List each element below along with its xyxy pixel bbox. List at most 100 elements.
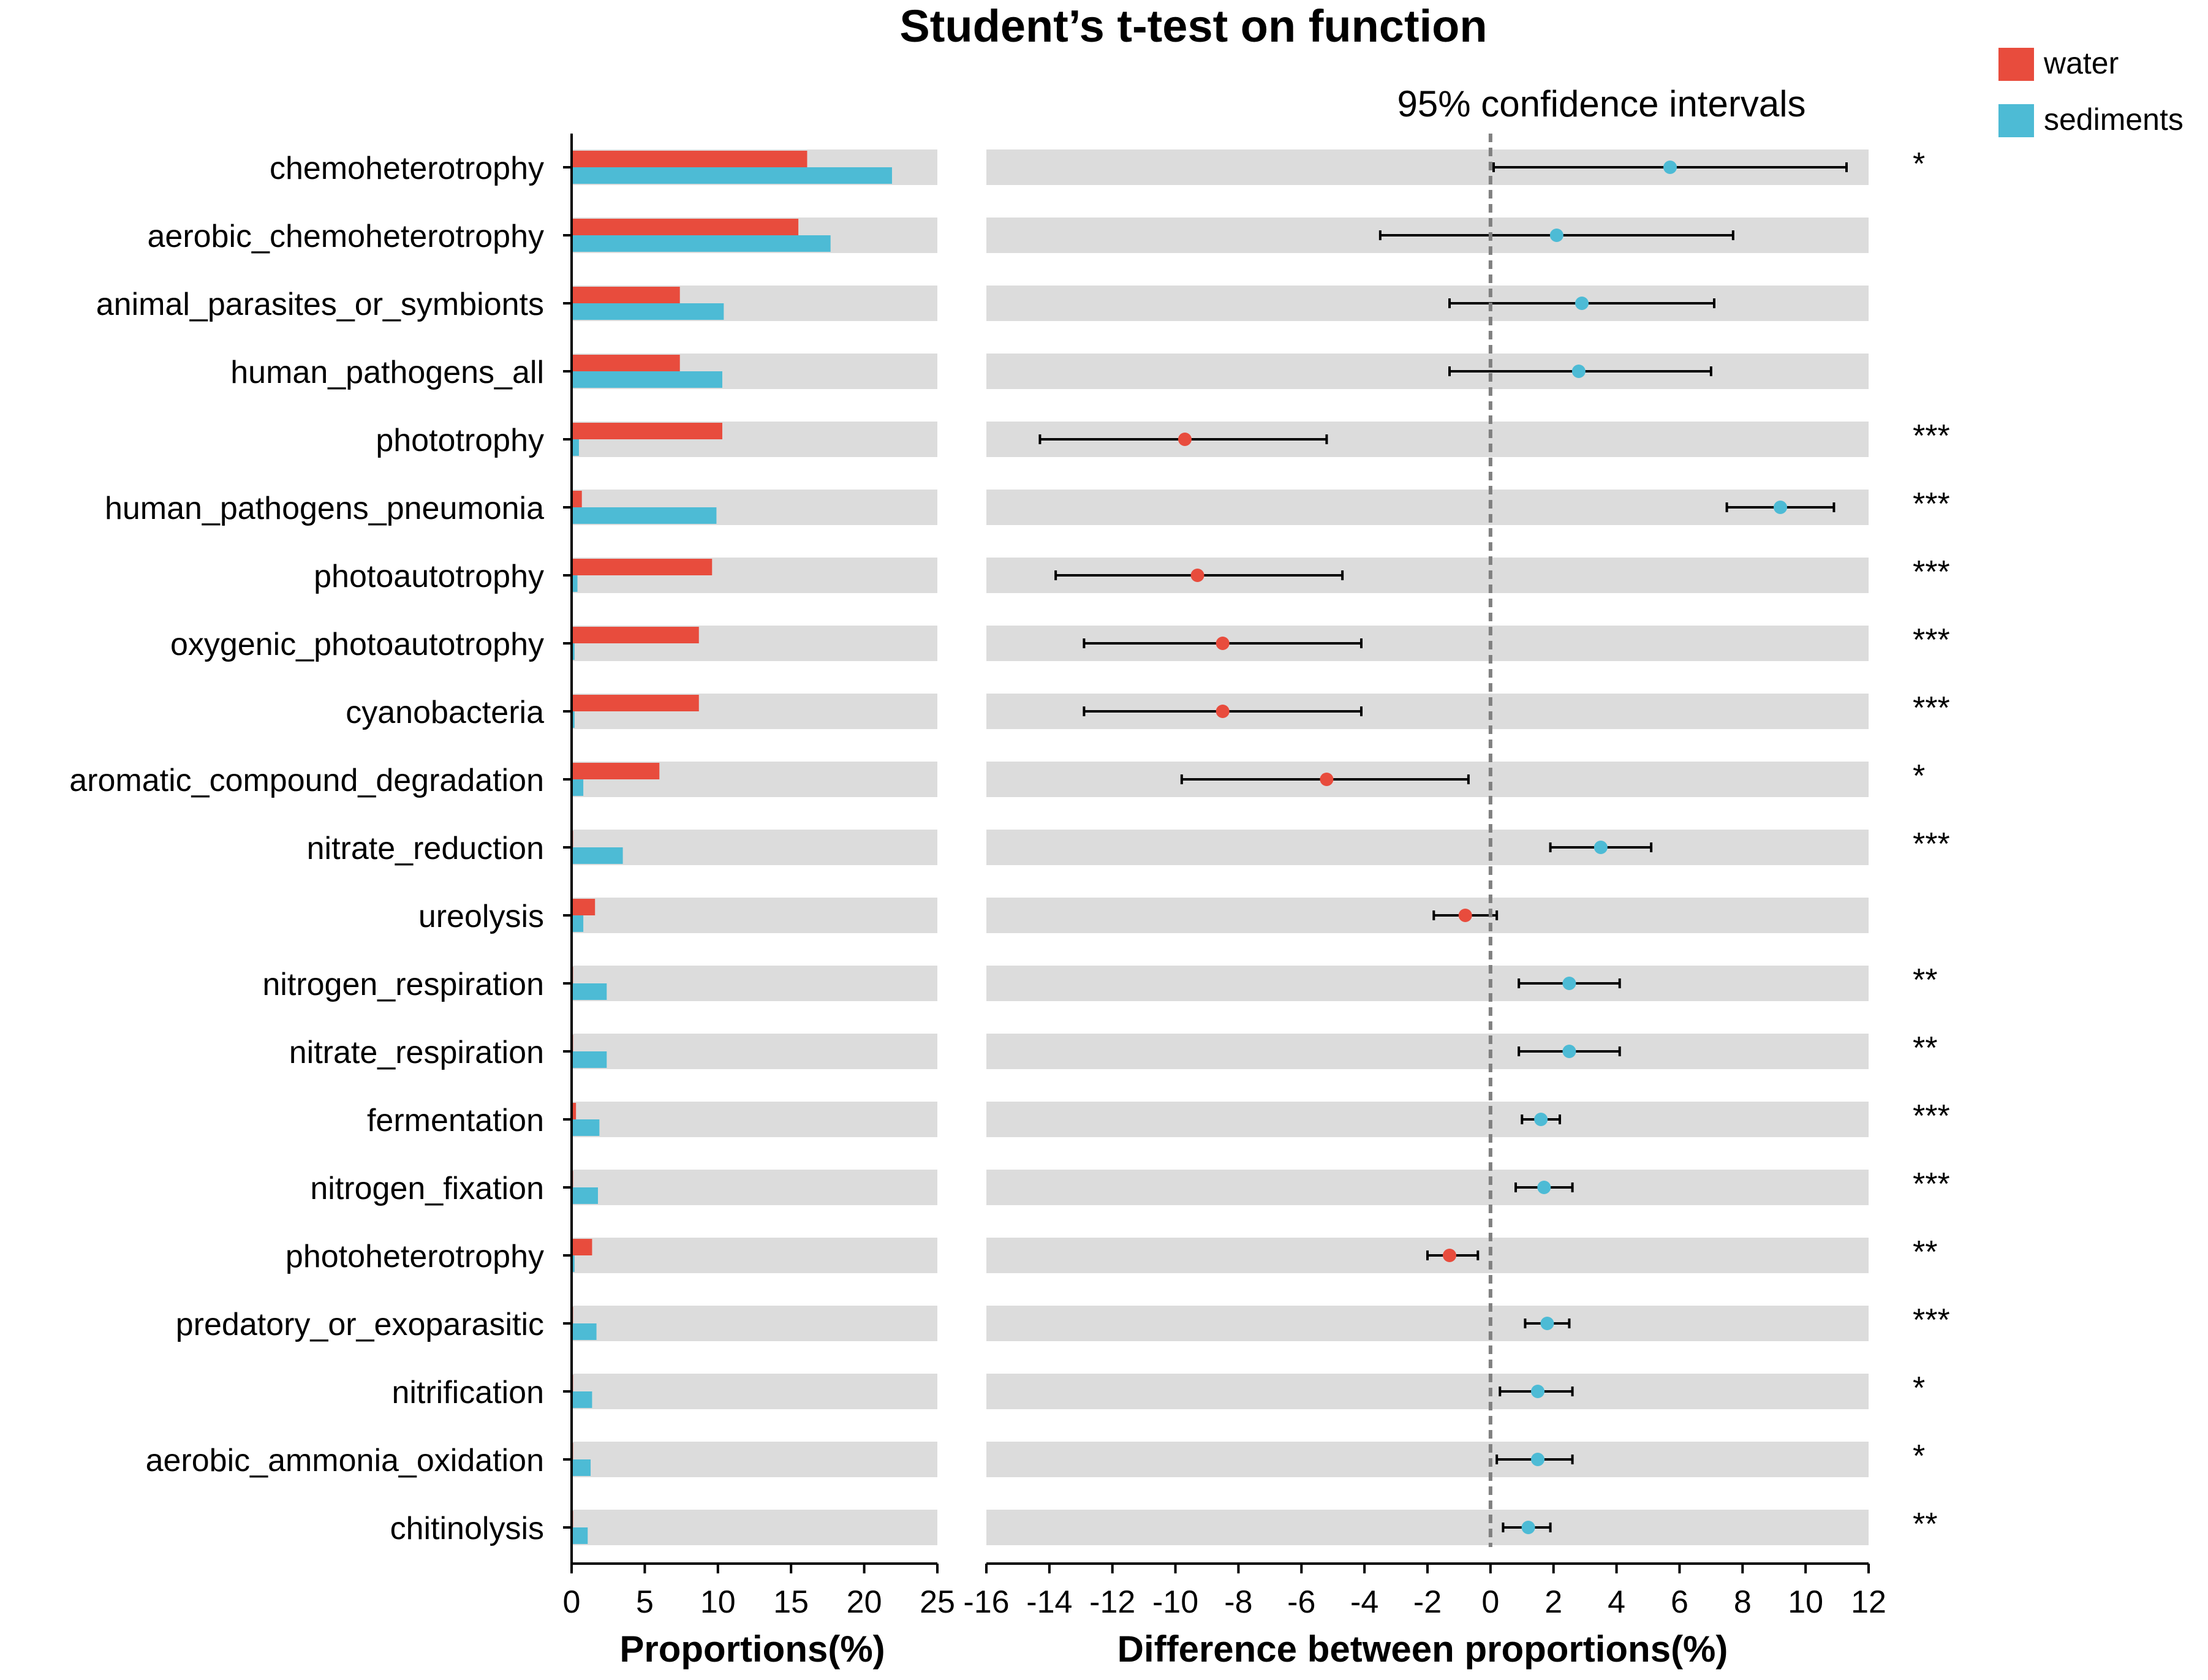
bar-sediments — [572, 1255, 575, 1272]
right-tick-label: -2 — [1413, 1584, 1442, 1620]
row-chemoheterotrophy: chemoheterotrophy * — [270, 146, 1925, 186]
diff-point — [1562, 977, 1576, 990]
category-label: nitrogen_fixation — [310, 1171, 544, 1206]
legend: water sediments — [1998, 46, 2183, 137]
category-label: aerobic_chemoheterotrophy — [147, 219, 544, 254]
category-label: aerobic_ammonia_oxidation — [146, 1443, 544, 1478]
right-axis: -16 -14 -12 -10 -8 -6 -4 -2 0 2 4 6 8 10 12 — [963, 1562, 1886, 1620]
right-tick-label: 8 — [1734, 1584, 1752, 1620]
diff-point — [1534, 1113, 1548, 1126]
bar-sediments — [572, 847, 623, 864]
row-phototrophy: phototrophy *** — [376, 418, 1949, 458]
left-row-band — [572, 830, 937, 865]
significance-mark: ** — [1913, 1235, 1937, 1270]
right-tick-label: -8 — [1224, 1584, 1252, 1620]
row-nitrate_respiration: nitrate_respiration ** — [289, 1031, 1938, 1070]
diff-point — [1320, 773, 1334, 786]
diff-point — [1549, 229, 1563, 242]
bar-sediments — [572, 1459, 591, 1476]
significance-mark: ** — [1913, 963, 1937, 998]
bar-water — [572, 1239, 592, 1255]
bar-sediments — [572, 167, 892, 184]
category-label: ureolysis — [418, 899, 544, 934]
significance-mark: *** — [1913, 691, 1950, 726]
bar-sediments — [572, 439, 579, 456]
legend-label-sediments: sediments — [2044, 102, 2183, 137]
significance-mark: *** — [1913, 1099, 1950, 1134]
right-row-band — [986, 286, 1869, 321]
row-aerobic_ammonia_oxidation: aerobic_ammonia_oxidation * — [146, 1439, 1926, 1478]
rows-layer: chemoheterotrophy * aerobic_chemoheterotro… — [69, 134, 1950, 1547]
significance-mark: *** — [1913, 622, 1950, 658]
diff-point — [1531, 1385, 1544, 1398]
bar-sediments — [572, 1527, 588, 1544]
bar-water — [572, 423, 722, 439]
diff-point — [1663, 161, 1677, 174]
right-tick-label: 4 — [1608, 1584, 1625, 1620]
left-axis: 0 5 10 15 20 25 — [563, 134, 955, 1620]
bar-water — [572, 627, 699, 643]
bar-water — [572, 899, 595, 915]
left-tick-label: 10 — [700, 1584, 736, 1620]
diff-point — [1571, 365, 1586, 378]
significance-mark: *** — [1913, 418, 1950, 454]
legend-swatch-water — [1998, 48, 2034, 81]
significance-mark: ** — [1913, 1507, 1937, 1542]
right-row-band — [986, 1102, 1869, 1137]
bar-sediments — [572, 779, 584, 796]
bar-sediments — [572, 1323, 597, 1340]
significance-mark: * — [1913, 146, 1925, 182]
left-row-band — [572, 1442, 937, 1477]
right-row-band — [986, 354, 1869, 389]
left-row-band — [572, 1374, 937, 1409]
row-predatory_or_exoparasitic: predatory_or_exoparasitic *** — [176, 1303, 1950, 1342]
category-label: predatory_or_exoparasitic — [176, 1307, 544, 1342]
legend-label-water: water — [2043, 46, 2119, 80]
bar-sediments — [572, 915, 584, 932]
significance-mark: * — [1913, 1439, 1925, 1474]
row-oxygenic_photoautotrophy: oxygenic_photoautotrophy *** — [170, 622, 1950, 662]
right-tick-label: -16 — [963, 1584, 1009, 1620]
row-chitinolysis: chitinolysis ** — [390, 1507, 1938, 1546]
bar-sediments — [572, 507, 717, 524]
diff-point — [1774, 501, 1787, 514]
left-row-band — [572, 1034, 937, 1069]
bar-sediments — [572, 1119, 600, 1136]
left-row-band — [572, 1306, 937, 1341]
row-photoautotrophy: photoautotrophy *** — [314, 554, 1950, 594]
category-label: nitrate_respiration — [289, 1035, 544, 1070]
row-fermentation: fermentation *** — [367, 1099, 1950, 1138]
category-label: animal_parasites_or_symbionts — [96, 287, 544, 322]
bar-sediments — [572, 235, 831, 252]
bar-water — [572, 491, 582, 507]
bar-water — [572, 151, 807, 167]
right-tick-label: 12 — [1851, 1584, 1886, 1620]
row-nitrogen_fixation: nitrogen_fixation *** — [310, 1167, 1949, 1206]
diff-point — [1562, 1045, 1576, 1058]
category-label: aromatic_compound_degradation — [69, 763, 544, 798]
right-row-band — [986, 830, 1869, 865]
legend-swatch-sediments — [1998, 104, 2034, 137]
row-nitrification: nitrification * — [391, 1371, 1925, 1410]
bar-sediments — [572, 643, 575, 660]
left-row-band — [572, 1170, 937, 1205]
right-row-band — [986, 1306, 1869, 1341]
right-tick-label: -4 — [1350, 1584, 1378, 1620]
right-tick-label: 0 — [1481, 1584, 1499, 1620]
diff-point — [1521, 1521, 1535, 1534]
category-label: phototrophy — [376, 423, 544, 458]
chart-title: Student’s t-test on function — [899, 1, 1487, 51]
left-xlabel: Proportions(%) — [619, 1629, 885, 1670]
right-xlabel: Difference between proportions(%) — [1117, 1629, 1728, 1670]
right-row-band — [986, 966, 1869, 1001]
right-row-band — [986, 1170, 1869, 1205]
row-aromatic_compound_degradation: aromatic_compound_degradation * — [69, 759, 1925, 798]
bar-sediments — [572, 983, 607, 1000]
diff-point — [1178, 433, 1192, 446]
category-label: human_pathogens_pneumonia — [105, 491, 544, 526]
row-ureolysis: ureolysis — [418, 898, 1869, 934]
left-row-band — [572, 1510, 937, 1545]
right-row-band — [986, 490, 1869, 525]
right-tick-label: 2 — [1544, 1584, 1562, 1620]
